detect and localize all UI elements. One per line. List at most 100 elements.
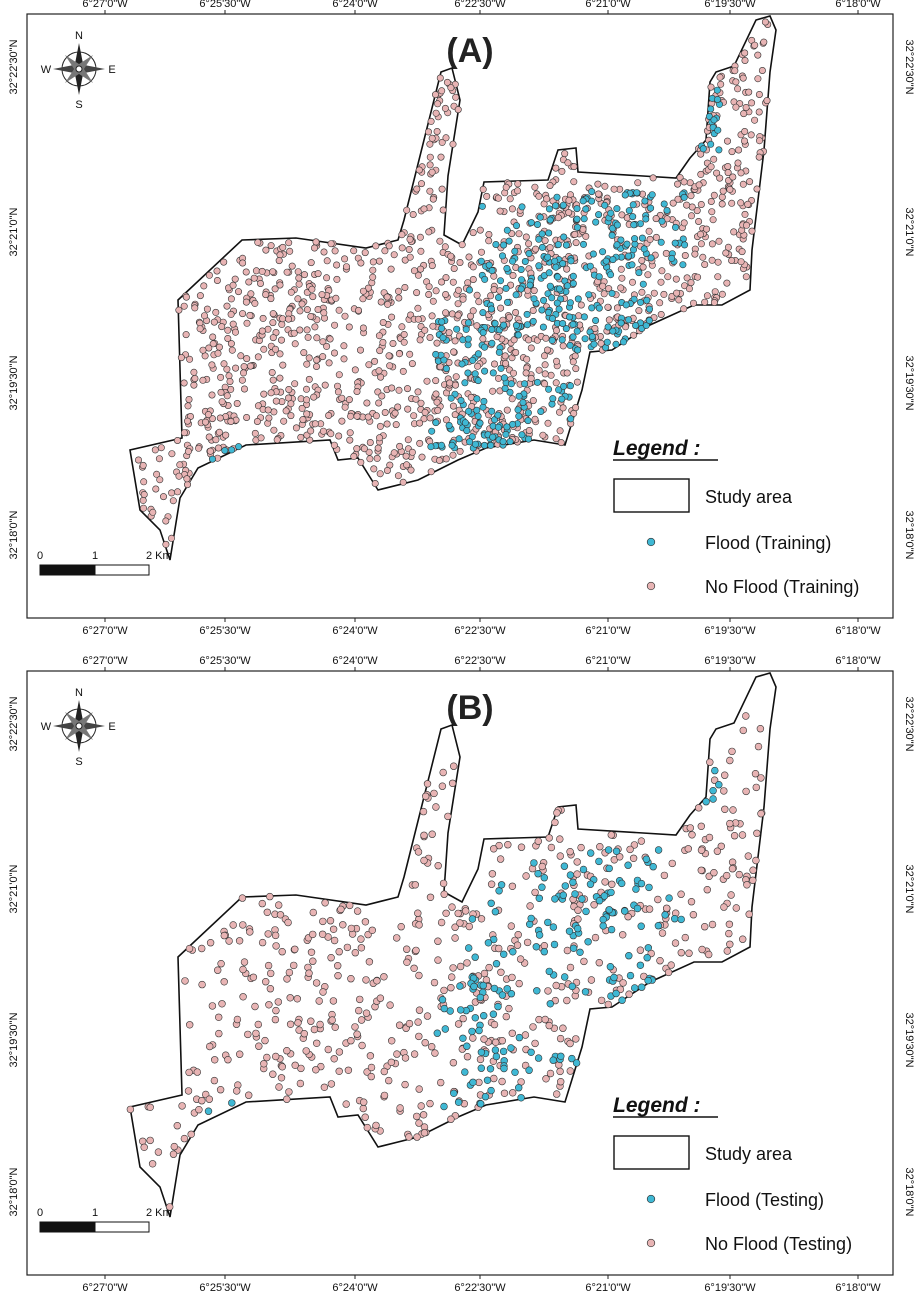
no-flood-point bbox=[431, 1049, 439, 1057]
flood-point bbox=[439, 334, 447, 342]
no-flood-point bbox=[271, 931, 280, 940]
flood-point bbox=[604, 846, 613, 854]
no-flood-point bbox=[291, 380, 299, 388]
flood-point bbox=[490, 984, 499, 993]
no-flood-point bbox=[443, 78, 451, 86]
no-flood-point bbox=[276, 281, 284, 289]
no-flood-point bbox=[547, 371, 555, 379]
flood-point bbox=[629, 213, 637, 221]
no-flood-point bbox=[415, 971, 423, 980]
compass-south-label: S bbox=[75, 99, 82, 111]
no-flood-point bbox=[624, 913, 632, 921]
no-flood-point bbox=[724, 243, 732, 251]
no-flood-point bbox=[753, 829, 761, 838]
no-flood-point bbox=[212, 436, 220, 444]
no-flood-point bbox=[260, 345, 268, 353]
no-flood-point bbox=[412, 946, 420, 955]
flood-point bbox=[638, 234, 646, 242]
no-flood-point bbox=[361, 249, 369, 257]
no-flood-point bbox=[556, 852, 564, 860]
map-panel-b: 6°27'0"W 6°25'30"W 6°24'0"W 6°22'30"W 6°21'0… bbox=[8, 655, 915, 1294]
no-flood-point bbox=[381, 408, 389, 416]
no-flood-point bbox=[215, 343, 223, 351]
flood-point bbox=[507, 1044, 515, 1052]
no-flood-point bbox=[587, 976, 596, 984]
no-flood-point bbox=[395, 1021, 404, 1029]
flood-point bbox=[612, 989, 620, 998]
flood-point bbox=[609, 327, 617, 335]
no-flood-point bbox=[218, 1000, 226, 1008]
flood-point bbox=[555, 305, 563, 313]
no-flood-point bbox=[556, 1067, 564, 1076]
flood-point bbox=[581, 335, 589, 343]
flood-point bbox=[228, 1099, 236, 1107]
no-flood-point bbox=[227, 417, 235, 425]
no-flood-point bbox=[732, 904, 740, 912]
no-flood-point bbox=[359, 295, 367, 303]
no-flood-point bbox=[572, 1035, 580, 1043]
no-flood-point bbox=[277, 336, 285, 344]
flood-point bbox=[488, 267, 496, 275]
no-flood-point bbox=[334, 972, 342, 980]
no-flood-point bbox=[741, 49, 749, 57]
flood-point bbox=[477, 257, 485, 265]
no-flood-point bbox=[295, 1026, 303, 1034]
no-flood-point bbox=[372, 242, 380, 250]
no-flood-point bbox=[330, 936, 339, 945]
no-flood-point bbox=[416, 336, 424, 344]
no-flood-point bbox=[451, 381, 459, 389]
no-flood-point bbox=[369, 258, 377, 266]
no-flood-point bbox=[430, 978, 439, 987]
flood-point bbox=[498, 991, 507, 999]
flood-point bbox=[488, 339, 496, 347]
no-flood-point bbox=[744, 200, 752, 208]
no-flood-point bbox=[707, 163, 715, 171]
no-flood-point bbox=[687, 192, 695, 200]
no-flood-point bbox=[566, 1067, 574, 1075]
flood-point bbox=[477, 1048, 486, 1056]
left-tick-label: 32°22'30"N bbox=[8, 39, 20, 94]
flood-point bbox=[527, 914, 535, 923]
no-flood-point bbox=[413, 289, 421, 297]
no-flood-point bbox=[607, 831, 615, 839]
flood-point bbox=[441, 1025, 449, 1033]
flood-point bbox=[578, 895, 586, 903]
no-flood-point bbox=[335, 1067, 343, 1075]
no-flood-point bbox=[698, 945, 706, 954]
top-tick-label: 6°25'30"W bbox=[199, 655, 251, 667]
no-flood-point bbox=[467, 393, 475, 401]
no-flood-point bbox=[638, 288, 646, 296]
left-tick-label: 32°18'0"N bbox=[8, 1167, 20, 1216]
no-flood-point bbox=[215, 1029, 223, 1038]
no-flood-point bbox=[201, 312, 209, 320]
no-flood-point bbox=[728, 865, 737, 873]
no-flood-point bbox=[456, 919, 464, 927]
no-flood-point bbox=[394, 287, 402, 295]
no-flood-point bbox=[353, 445, 361, 453]
flood-point bbox=[535, 235, 543, 243]
flood-point bbox=[630, 221, 638, 229]
no-flood-point bbox=[442, 274, 450, 282]
flood-point bbox=[499, 1047, 508, 1056]
no-flood-point bbox=[319, 917, 327, 926]
flood-point bbox=[658, 217, 666, 225]
no-flood-point bbox=[423, 780, 432, 788]
no-flood-point bbox=[694, 804, 703, 812]
no-flood-point bbox=[205, 344, 213, 352]
no-flood-point bbox=[760, 38, 768, 46]
no-flood-point bbox=[363, 1123, 371, 1132]
flood-point bbox=[489, 369, 497, 377]
no-flood-point bbox=[483, 192, 491, 200]
no-flood-point bbox=[347, 1037, 355, 1045]
no-flood-point bbox=[683, 274, 691, 282]
no-flood-point bbox=[502, 359, 510, 367]
no-flood-point bbox=[347, 975, 355, 983]
flood-point bbox=[487, 1086, 495, 1095]
flood-point bbox=[643, 954, 651, 962]
no-flood-point bbox=[370, 465, 378, 473]
no-flood-point bbox=[426, 153, 434, 161]
flood-point bbox=[506, 388, 514, 396]
no-flood-point bbox=[477, 248, 485, 256]
no-flood-point bbox=[168, 489, 176, 497]
